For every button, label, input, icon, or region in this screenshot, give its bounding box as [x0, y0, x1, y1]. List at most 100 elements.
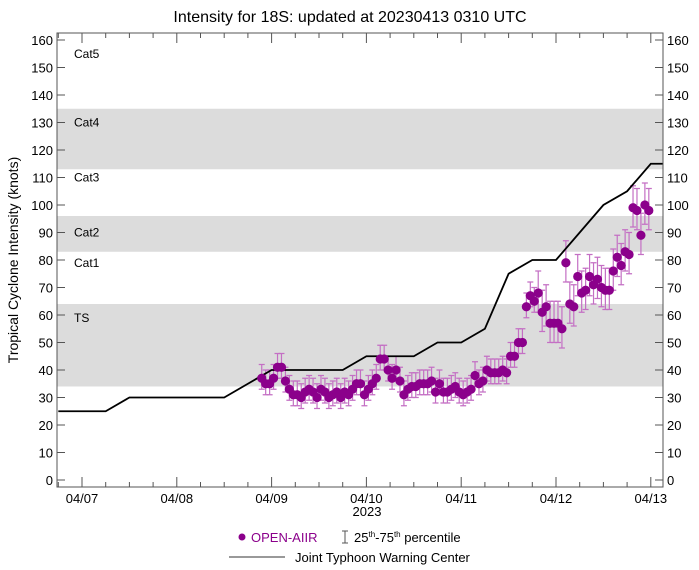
aiir-point	[624, 249, 634, 260]
legend-percentile-marker	[342, 530, 348, 544]
y-tick-label: 50	[39, 336, 53, 351]
legend-jtwc-label: Joint Typhoon Warning Center	[295, 550, 471, 565]
y-tick-label: 140	[31, 88, 53, 103]
aiir-point	[502, 368, 512, 378]
aiir-point	[466, 384, 476, 394]
aiir-point	[632, 205, 642, 216]
x-tick-label: 04/13	[635, 491, 668, 506]
aiir-point	[509, 351, 520, 361]
aiir-point	[430, 387, 441, 397]
y-tick-label: 80	[39, 253, 53, 268]
y-tick-label-right: 80	[667, 253, 681, 268]
y-tick-label: 130	[31, 116, 53, 131]
y-tick-label: 110	[32, 171, 53, 186]
aiir-point	[391, 365, 401, 375]
y-tick-label-right: 20	[667, 418, 681, 433]
x-tick-label: 04/11	[445, 491, 477, 506]
category-label-cat2: Cat2	[74, 226, 100, 240]
x-tick-label: 04/09	[255, 491, 288, 506]
aiir-point	[280, 376, 291, 386]
aiir-point	[561, 258, 571, 268]
aiir-point	[584, 271, 595, 282]
y-tick-label-right: 70	[667, 281, 681, 296]
plot-frame	[56, 32, 664, 488]
aiir-point	[541, 302, 551, 312]
aiir-point	[268, 373, 279, 383]
category-labels: Cat5 Cat4 Cat3 Cat2 Cat1 TS	[74, 47, 100, 325]
x-tick-label: 04/07	[66, 491, 99, 506]
y-tick-label: 0	[46, 473, 53, 488]
aiir-point	[312, 392, 322, 403]
y-tick-label-right: 30	[667, 391, 681, 406]
x-tick-label: 04/08	[161, 491, 194, 506]
aiir-point	[557, 324, 567, 334]
y-tick-label: 90	[39, 226, 53, 241]
y-tick-label: 30	[39, 391, 53, 406]
chart-title: Intensity for 18S: updated at 20230413 0…	[173, 9, 526, 26]
aiir-point	[387, 373, 397, 383]
category-label-ts: TS	[74, 311, 89, 325]
aiir-point	[517, 337, 528, 348]
aiir-point	[383, 365, 393, 375]
category-label-cat4: Cat4	[74, 116, 100, 130]
aiir-points	[257, 200, 654, 403]
category-label-cat5: Cat5	[74, 47, 100, 61]
y-tick-label-right: 100	[667, 198, 689, 213]
y-tick-label-right: 130	[667, 116, 689, 131]
aiir-point	[569, 302, 579, 312]
aiir-point	[581, 285, 591, 295]
aiir-point	[636, 230, 646, 240]
x-axis: 04/07 04/08 04/09 04/10 04/11 04/12 04/13	[57, 33, 668, 506]
y-tick-label: 20	[39, 418, 53, 433]
aiir-point	[612, 252, 622, 262]
aiir-point	[371, 373, 381, 383]
y-tick-label-right: 60	[667, 308, 681, 323]
y-tick-label-right: 90	[667, 226, 681, 241]
y-tick-label-right: 150	[667, 61, 689, 76]
y-tick-label-right: 10	[667, 446, 681, 461]
legend-aiir-marker	[238, 533, 246, 541]
legend-percentile-label: 25th-75th percentile	[354, 530, 461, 545]
aiir-point	[573, 271, 583, 282]
aiir-point	[604, 285, 614, 295]
y-tick-label-right: 140	[667, 88, 689, 103]
x-tick-label: 04/12	[540, 491, 573, 506]
y-tick-label-right: 40	[667, 363, 681, 378]
aiir-point	[478, 376, 488, 386]
y-tick-label: 10	[39, 446, 53, 461]
y-tick-label: 40	[39, 363, 53, 378]
y-tick-label-right: 160	[667, 33, 689, 48]
aiir-point	[470, 370, 480, 381]
y-tick-label-right: 50	[667, 336, 681, 351]
aiir-point	[529, 296, 539, 306]
y-tick-label: 160	[31, 33, 53, 48]
y-tick-label-right: 120	[667, 143, 689, 158]
y-axis-label: Tropical Cyclone Intensity (knots)	[5, 157, 21, 363]
y-tick-label-right: 0	[667, 473, 674, 488]
y-tick-label-right: 110	[667, 171, 688, 186]
aiir-point	[592, 274, 603, 284]
category-label-cat1: Cat1	[74, 256, 100, 270]
y-axis: 0 0 10 10 20 20 30 30 40 40 50 50 60 60 70 70 80 80 90 90 10…	[31, 33, 688, 488]
aiir-point	[395, 376, 405, 386]
x-axis-year: 2023	[353, 504, 382, 519]
aiir-point	[379, 354, 389, 364]
aiir-point	[616, 260, 626, 271]
y-tick-label: 100	[31, 198, 53, 213]
aiir-point	[355, 379, 366, 389]
y-tick-label: 120	[31, 143, 53, 158]
y-tick-label: 60	[39, 308, 53, 323]
aiir-point	[521, 302, 531, 312]
band-cat2	[57, 216, 663, 252]
jtwc-line	[58, 162, 663, 413]
aiir-point	[608, 266, 618, 276]
aiir-point	[644, 205, 654, 216]
category-label-cat3: Cat3	[74, 171, 100, 185]
y-tick-label: 70	[39, 281, 53, 296]
aiir-point	[426, 376, 437, 386]
aiir-point	[533, 288, 543, 298]
aiir-point	[434, 379, 445, 389]
aiir-point	[276, 362, 287, 372]
category-bands	[57, 108, 663, 387]
